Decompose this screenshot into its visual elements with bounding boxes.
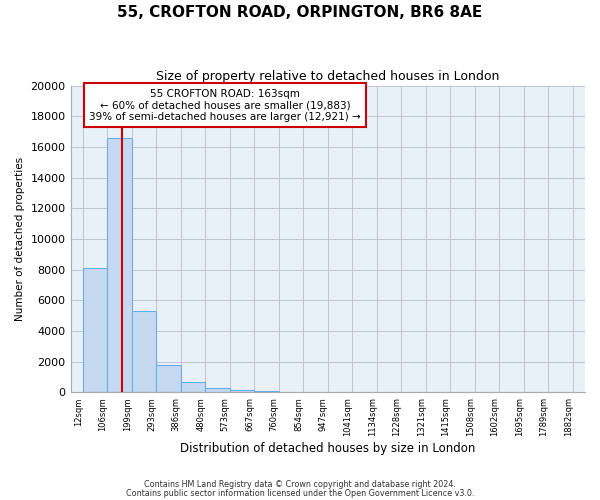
Text: 55, CROFTON ROAD, ORPINGTON, BR6 8AE: 55, CROFTON ROAD, ORPINGTON, BR6 8AE <box>118 5 482 20</box>
Text: Contains HM Land Registry data © Crown copyright and database right 2024.: Contains HM Land Registry data © Crown c… <box>144 480 456 489</box>
Y-axis label: Number of detached properties: Number of detached properties <box>15 157 25 321</box>
Bar <box>132 311 156 392</box>
Bar <box>254 391 279 392</box>
Bar <box>230 390 254 392</box>
Bar <box>83 268 107 392</box>
X-axis label: Distribution of detached houses by size in London: Distribution of detached houses by size … <box>180 442 475 455</box>
Bar <box>181 382 205 392</box>
Text: 55 CROFTON ROAD: 163sqm
← 60% of detached houses are smaller (19,883)
39% of sem: 55 CROFTON ROAD: 163sqm ← 60% of detache… <box>89 88 361 122</box>
Bar <box>205 388 230 392</box>
Bar <box>107 138 132 392</box>
Text: Contains public sector information licensed under the Open Government Licence v3: Contains public sector information licen… <box>126 488 474 498</box>
Bar <box>157 365 181 392</box>
Title: Size of property relative to detached houses in London: Size of property relative to detached ho… <box>156 70 499 83</box>
